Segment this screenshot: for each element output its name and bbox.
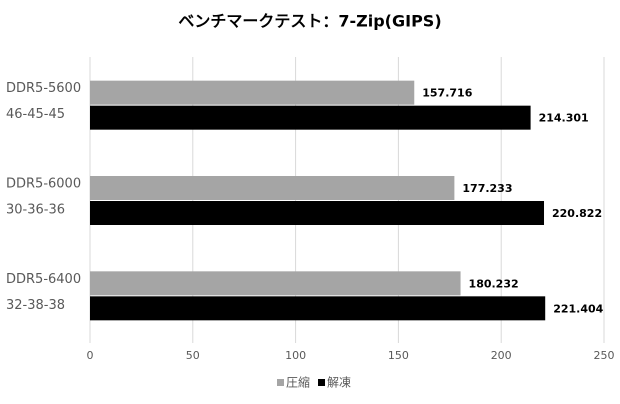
y-tick-label: DDR5-6000 <box>6 177 81 192</box>
value-label: 214.301 <box>539 112 589 125</box>
legend-label: 圧縮 <box>286 375 310 390</box>
bar <box>90 176 455 200</box>
bar <box>90 201 545 225</box>
bar <box>90 271 461 296</box>
bar <box>90 105 531 130</box>
legend-swatch <box>277 379 284 386</box>
legend-swatch <box>318 379 326 386</box>
y-tick-label: 46-45-45 <box>6 107 65 122</box>
x-tick-label: 100 <box>285 349 306 362</box>
y-tick-label: 32-38-38 <box>6 298 65 313</box>
x-tick-label: 200 <box>491 349 512 362</box>
value-label: 221.404 <box>553 302 603 315</box>
y-tick-label: 30-36-36 <box>6 203 65 218</box>
x-tick-label: 50 <box>186 349 200 362</box>
legend-label: 解凍 <box>327 376 351 390</box>
x-tick-label: 250 <box>594 349 615 362</box>
chart-title: ベンチマークテスト：7-Zip(GIPS) <box>178 12 441 31</box>
y-tick-label: DDR5-5600 <box>6 81 81 96</box>
value-label: 177.233 <box>462 182 512 195</box>
value-label: 157.716 <box>422 87 472 100</box>
bar <box>90 296 546 321</box>
x-tick-label: 150 <box>388 349 409 362</box>
bar <box>90 80 415 105</box>
value-label: 220.822 <box>552 207 602 220</box>
y-tick-label: DDR5-6400 <box>6 272 81 287</box>
x-tick-label: 0 <box>87 349 94 362</box>
value-label: 180.232 <box>469 277 519 290</box>
